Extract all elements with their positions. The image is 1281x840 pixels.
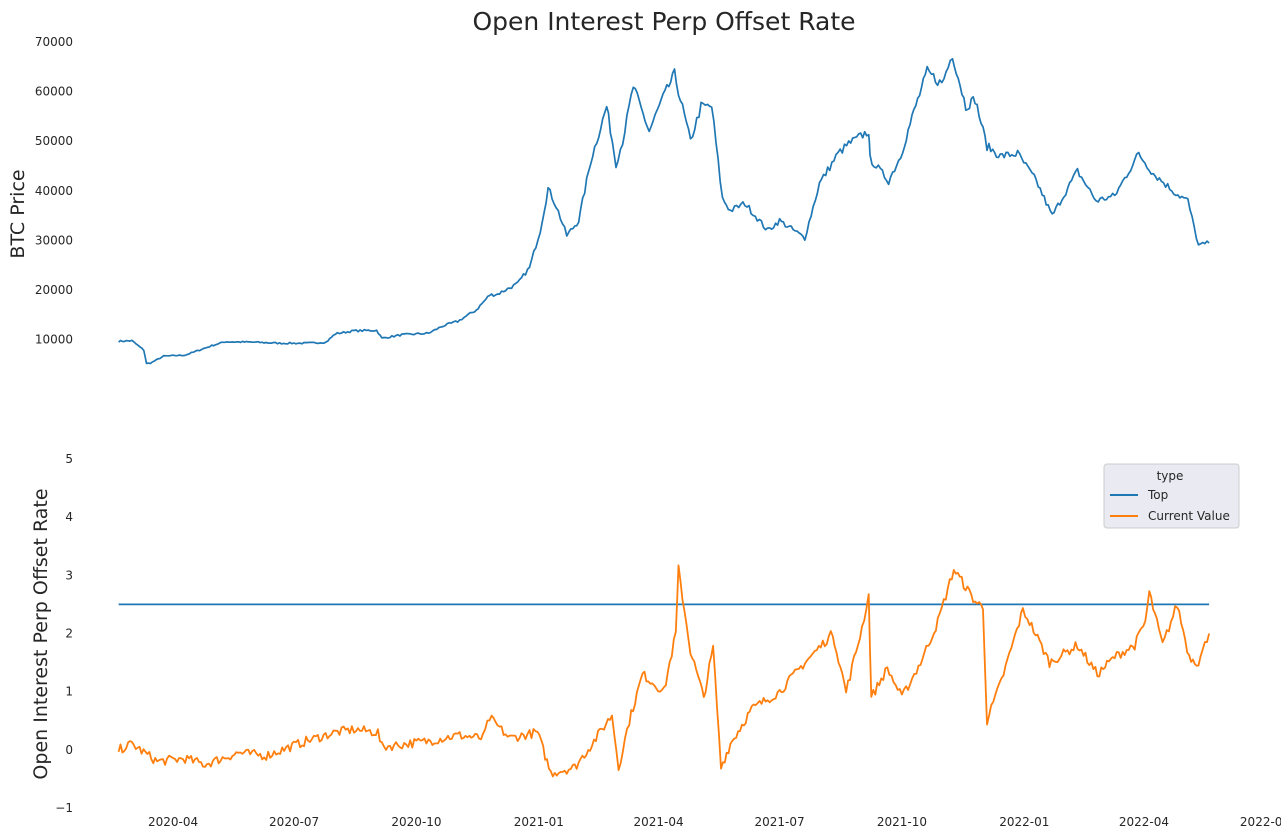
legend-label-top: Top bbox=[1147, 488, 1168, 502]
price-y-tick-2: 30000 bbox=[35, 233, 73, 247]
price-y-ticks: 10000 20000 30000 40000 50000 60000 70000 bbox=[35, 35, 73, 347]
offset-rate-y-tick-0: −1 bbox=[55, 801, 73, 815]
price-y-tick-3: 40000 bbox=[35, 184, 73, 198]
legend-title: type bbox=[1157, 469, 1184, 483]
price-y-tick-4: 50000 bbox=[35, 134, 73, 148]
offset-rate-x-ticks: 2020-04 2020-07 2020-10 2021-01 2021-04 2021-… bbox=[148, 815, 1281, 829]
offset-rate-y-tick-6: 5 bbox=[65, 452, 73, 466]
offset-rate-y-tick-2: 1 bbox=[65, 685, 73, 699]
offset-rate-x-tick-0: 2020-04 bbox=[148, 815, 198, 829]
price-y-tick-5: 60000 bbox=[35, 85, 73, 99]
legend-box bbox=[1103, 463, 1240, 529]
offset-rate-x-tick-3: 2021-01 bbox=[514, 815, 564, 829]
price-panel: BTC Price 10000 20000 30000 40000 50000 60000… bbox=[7, 35, 1210, 365]
offset-rate-y-tick-3: 2 bbox=[65, 627, 73, 641]
offset-rate-x-tick-5: 2021-07 bbox=[754, 815, 804, 829]
offset-rate-panel: Open Interest Perp Offset Rate −1012345 … bbox=[30, 452, 1281, 829]
offset-rate-y-tick-5: 4 bbox=[65, 510, 73, 524]
legend-label-current-value: Current Value bbox=[1148, 509, 1230, 523]
offset-rate-x-tick-2: 2020-10 bbox=[391, 815, 441, 829]
offset-rate-x-tick-8: 2022-04 bbox=[1119, 815, 1169, 829]
offset-rate-y-ticks: −1 0 1 2 3 4 5 bbox=[55, 452, 73, 815]
price-y-tick-0: 10000 bbox=[35, 333, 73, 347]
price-series-line-0 bbox=[118, 57, 1210, 365]
offset-rate-x-tick-9: 2022-07 bbox=[1240, 815, 1281, 829]
price-y-tick-1: 20000 bbox=[35, 283, 73, 297]
offset-rate-x-tick-4: 2021-04 bbox=[633, 815, 683, 829]
offset-rate-x-tick-6: 2021-10 bbox=[877, 815, 927, 829]
price-series bbox=[118, 57, 1210, 365]
chart-title: Open Interest Perp Offset Rate bbox=[472, 7, 855, 36]
price-y-tick-6: 70000 bbox=[35, 35, 73, 49]
offset-rate-series bbox=[117, 564, 1210, 778]
offset-rate-series-line-1 bbox=[117, 564, 1210, 778]
offset-rate-y-axis-label: Open Interest Perp Offset Rate bbox=[30, 488, 52, 779]
price-y-axis-label: BTC Price bbox=[7, 169, 29, 258]
legend: type Top Current Value bbox=[1103, 463, 1240, 529]
offset-rate-y-tick-1: 0 bbox=[65, 743, 73, 757]
offset-rate-y-tick-4: 3 bbox=[65, 568, 73, 582]
offset-rate-x-tick-1: 2020-07 bbox=[269, 815, 319, 829]
offset-rate-x-tick-7: 2022-01 bbox=[999, 815, 1049, 829]
